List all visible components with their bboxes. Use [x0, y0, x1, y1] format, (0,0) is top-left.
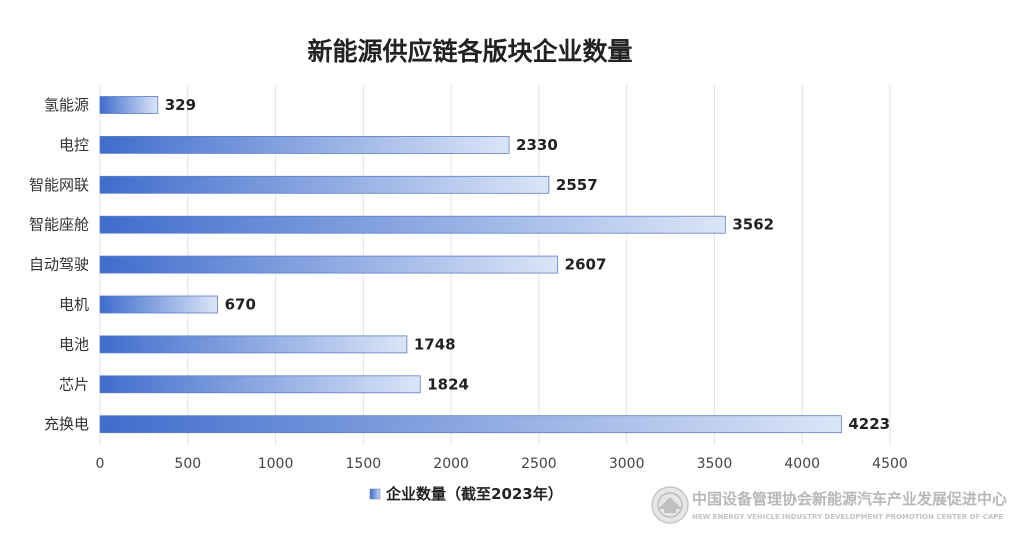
category-label: 芯片 [59, 375, 89, 393]
category-label: 充换电 [44, 415, 89, 433]
x-tick-label: 2500 [521, 456, 557, 472]
bar [99, 215, 726, 234]
category-label: 自动驾驶 [29, 256, 89, 274]
value-labels: 329 2330 2557 3562 2607 670 1748 1824 4223 [165, 96, 890, 433]
x-tick-label: 1500 [346, 456, 382, 472]
x-tick-label: 3500 [697, 456, 733, 472]
category-label: 电池 [59, 335, 89, 353]
data-label: 670 [225, 296, 256, 314]
bar [99, 255, 559, 274]
bar [99, 335, 408, 354]
category-label: 智能网联 [29, 176, 89, 194]
category-label: 氢能源 [44, 96, 89, 114]
chart-title: 新能源供应链各版块企业数量 [307, 37, 632, 66]
x-tick-label: 500 [174, 456, 201, 472]
x-tick-label: 4000 [784, 456, 820, 472]
x-tick-label: 0 [96, 456, 105, 472]
watermark: 中国设备管理协会新能源汽车产业发展促进中心 NEW ENERGY VEHICLE… [651, 486, 1007, 524]
x-tick-label: 4500 [872, 456, 908, 472]
legend-label: 企业数量（截至2023年） [385, 485, 563, 503]
category-label: 电机 [59, 296, 89, 314]
legend: 企业数量（截至2023年） [369, 485, 563, 503]
watermark-subtext: NEW ENERGY VEHICLE INDUSTRY DEVELOPMENT … [692, 513, 1003, 521]
bar [99, 175, 550, 194]
bars [99, 96, 842, 434]
x-tick-label: 1000 [258, 456, 294, 472]
bar [99, 96, 159, 114]
data-label: 1748 [414, 335, 456, 353]
data-label: 4223 [848, 415, 890, 433]
watermark-logo [651, 486, 689, 524]
data-label: 329 [165, 96, 196, 114]
data-label: 3562 [732, 216, 774, 234]
x-tick-label: 3000 [609, 456, 645, 472]
bar [99, 375, 421, 394]
data-label: 1824 [427, 375, 469, 393]
category-label: 智能座舱 [29, 216, 89, 234]
data-label: 2330 [516, 136, 558, 154]
x-tick-label: 2000 [433, 456, 469, 472]
bar [99, 415, 842, 434]
legend-swatch [369, 488, 381, 500]
watermark-text: 中国设备管理协会新能源汽车产业发展促进中心 [692, 490, 1007, 508]
category-label: 电控 [59, 136, 89, 154]
x-axis-ticks: 0 500 1000 1500 2000 2500 3000 3500 4000 4500 [96, 456, 908, 472]
bar [99, 295, 219, 314]
data-label: 2607 [565, 256, 607, 274]
data-label: 2557 [556, 176, 598, 194]
bar [99, 135, 510, 154]
